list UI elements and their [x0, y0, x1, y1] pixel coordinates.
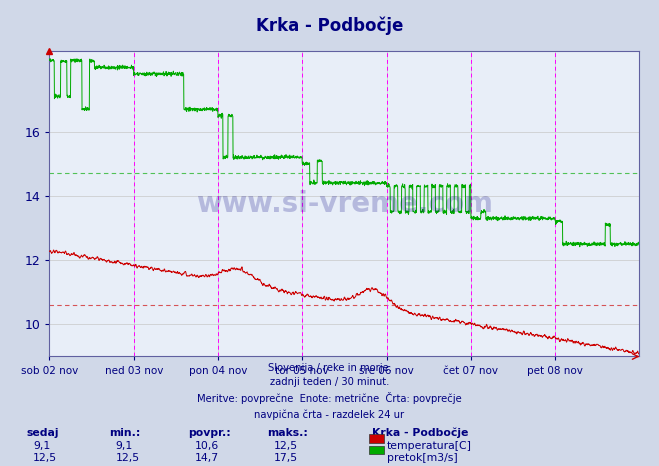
- Text: temperatura[C]: temperatura[C]: [387, 441, 472, 451]
- Text: 10,6: 10,6: [194, 441, 219, 451]
- Text: Slovenija / reke in morje.
zadnji teden / 30 minut.
Meritve: povprečne  Enote: m: Slovenija / reke in morje. zadnji teden …: [197, 363, 462, 419]
- Text: www.si-vreme.com: www.si-vreme.com: [196, 190, 493, 218]
- Text: 14,7: 14,7: [194, 453, 219, 463]
- Text: 12,5: 12,5: [273, 441, 298, 451]
- Text: pretok[m3/s]: pretok[m3/s]: [387, 453, 457, 463]
- Text: povpr.:: povpr.:: [188, 428, 231, 438]
- Text: 12,5: 12,5: [33, 453, 57, 463]
- Text: Krka - Podbočje: Krka - Podbočje: [256, 16, 403, 35]
- Text: maks.:: maks.:: [267, 428, 308, 438]
- Text: 17,5: 17,5: [273, 453, 298, 463]
- Text: 12,5: 12,5: [115, 453, 140, 463]
- Text: 9,1: 9,1: [115, 441, 132, 451]
- Text: sedaj: sedaj: [26, 428, 59, 438]
- Text: 9,1: 9,1: [33, 441, 50, 451]
- Text: min.:: min.:: [109, 428, 140, 438]
- Text: Krka - Podbočje: Krka - Podbočje: [372, 428, 469, 439]
